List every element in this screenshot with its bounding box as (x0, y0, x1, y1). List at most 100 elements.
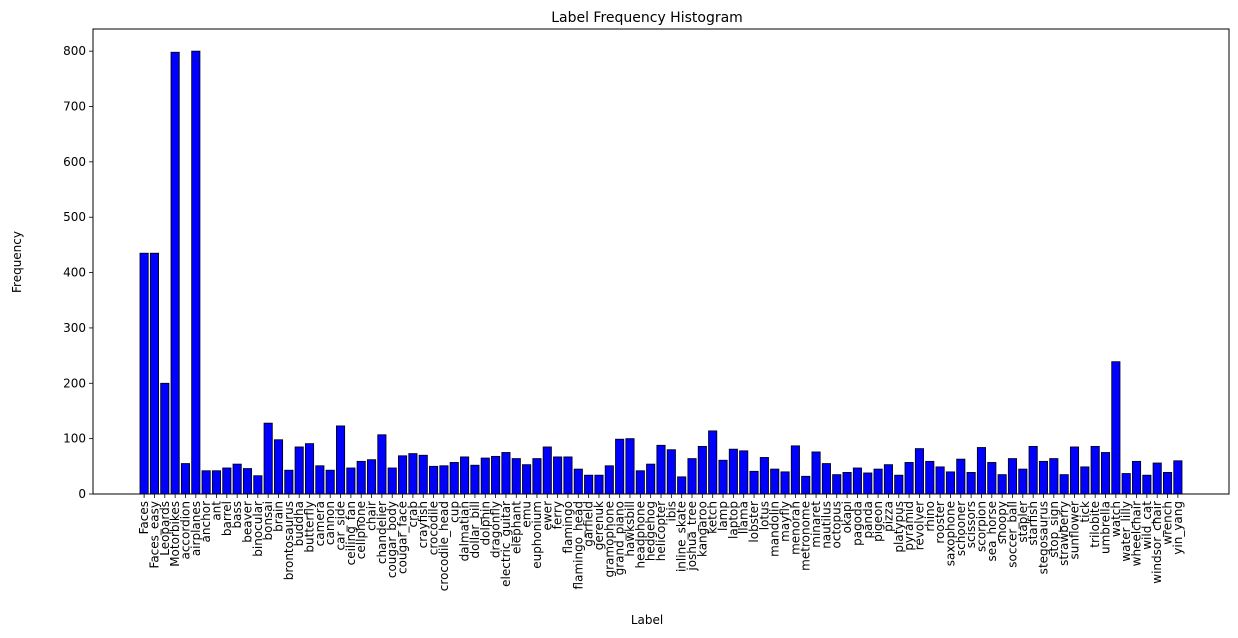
x-tick-label: helicopter (654, 501, 668, 561)
x-tick-label: sea_horse (985, 501, 999, 562)
bar-scorpion (976, 447, 987, 495)
bar-minaret (811, 451, 821, 495)
bar-Leopards (160, 382, 170, 495)
x-tick-label: snoopy (995, 501, 1009, 544)
y-axis: 0 100 200 300 400 500 600 700 800 (63, 44, 93, 501)
bar-crocodile_head (439, 465, 449, 495)
x-tick-label: ketch (706, 501, 720, 534)
x-tick-label: menorah (788, 501, 802, 555)
bar-crocodile (429, 465, 439, 495)
bar-ketch (708, 430, 718, 495)
x-tick-label: flamingo_head (571, 501, 585, 589)
x-tick-label: platypus (892, 501, 906, 553)
bar-crayfish (418, 454, 428, 495)
bar-llama (739, 450, 749, 495)
bar-cellphone (356, 460, 366, 495)
bar-metronome (801, 475, 811, 495)
x-tick-label: stegosaurus (1036, 501, 1050, 574)
bar-lobster (749, 470, 759, 495)
bar-chandelier (377, 434, 387, 495)
bar-soccer_ball (1007, 458, 1018, 495)
bar-starfish (1028, 445, 1038, 495)
x-tick-label: wild_cat (1140, 501, 1154, 550)
bar-cannon (325, 469, 335, 495)
x-tick-label: wheelchair (1130, 501, 1144, 566)
bar-butterfly (304, 443, 315, 495)
x-tick-label: crab (406, 501, 420, 528)
x-tick-label: mayfly (778, 501, 792, 542)
y-tick-label: 100 (63, 432, 86, 446)
x-tick-label: pyramid (902, 501, 916, 551)
x-tick-label: Faces_easy (147, 501, 161, 568)
bar-buddha (294, 446, 304, 495)
bar-hedgehog (646, 463, 656, 495)
x-tick-label: dalmatian (458, 501, 472, 561)
x-tick-label: brain (272, 501, 286, 532)
bar-pagoda (852, 467, 862, 495)
bar-brontosaurus (284, 469, 294, 495)
plot-frame (92, 28, 1230, 495)
bar-mandolin (770, 468, 780, 495)
bar-lamp (718, 459, 728, 495)
bar-revolver (914, 448, 924, 495)
x-tick-label: emu (520, 501, 534, 528)
x-tick-label: yin_yang (1171, 501, 1185, 555)
bar-snoopy (997, 474, 1007, 495)
x-tick-label: rhino (923, 501, 937, 532)
bar-cougar_body (387, 467, 397, 495)
bar-helicopter (656, 444, 666, 495)
y-axis-title: Frequency (10, 231, 24, 293)
bar-stop_sign (1049, 458, 1059, 495)
chart-title: Label Frequency Histogram (551, 10, 743, 26)
bar-binocular (253, 475, 263, 495)
x-tick-label: barrel (220, 501, 234, 536)
bar-wrench (1163, 472, 1173, 495)
y-tick-label: 700 (63, 100, 86, 114)
bar-Motorbikes (170, 51, 180, 495)
x-tick-label: dolphin (478, 501, 492, 545)
x-tick-label: headphone (633, 501, 647, 569)
x-axis-title: Label (631, 613, 663, 627)
x-tick-label: pigeon (871, 501, 885, 542)
bar-watch (1111, 361, 1121, 495)
bar-dalmatian (460, 456, 470, 495)
x-tick-label: okapi (840, 501, 854, 533)
bar-laptop (728, 448, 738, 495)
x-tick-label: elephant (509, 501, 523, 554)
x-tick-label: ant (209, 501, 223, 521)
x-tick-label: pizza (881, 501, 895, 532)
x-tick-label: chandelier (375, 501, 389, 564)
x-tick-label: ferry (551, 501, 565, 529)
bar-sunflower (1069, 446, 1080, 495)
bar-tick (1080, 466, 1090, 495)
x-tick-label: kangaroo (695, 501, 709, 557)
bar-wheelchair (1131, 460, 1142, 495)
bar-garfield (584, 474, 594, 495)
x-tick-label: cougar_face (396, 501, 410, 574)
bar-trilobite (1090, 445, 1100, 495)
x-tick-label: chair (365, 501, 379, 531)
bar-electric_guitar (501, 452, 511, 495)
bar-bonsai (263, 422, 273, 495)
bar-pyramid (904, 462, 914, 495)
x-tick-label: ewer (540, 501, 554, 531)
x-tick-label: stapler (1016, 501, 1030, 543)
x-tick-label: Leopards (158, 501, 172, 556)
x-tick-label: Motorbikes (168, 501, 182, 567)
x-tick-label: binocular (251, 501, 265, 557)
bar-ceiling_fan (346, 467, 356, 495)
bar-gramophone (604, 465, 614, 495)
x-tick-label: joshua_tree (685, 501, 699, 572)
bar-platypus (894, 474, 904, 495)
bar-airplanes (191, 50, 201, 495)
x-tick-label: llama (737, 501, 751, 534)
y-tick-label: 0 (78, 487, 86, 501)
bar-pizza (883, 464, 893, 495)
x-tick-label: water_lilly (1119, 501, 1133, 562)
x-tick-label: strawberry (1057, 501, 1071, 566)
bar-bass (232, 463, 242, 495)
x-tick-label: electric_guitar (499, 501, 513, 587)
bar-anchor (201, 470, 211, 495)
x-tick-label: octopus (830, 501, 844, 548)
x-axis: FacesFaces_easyLeopardsMotorbikesaccordi… (137, 494, 1185, 591)
